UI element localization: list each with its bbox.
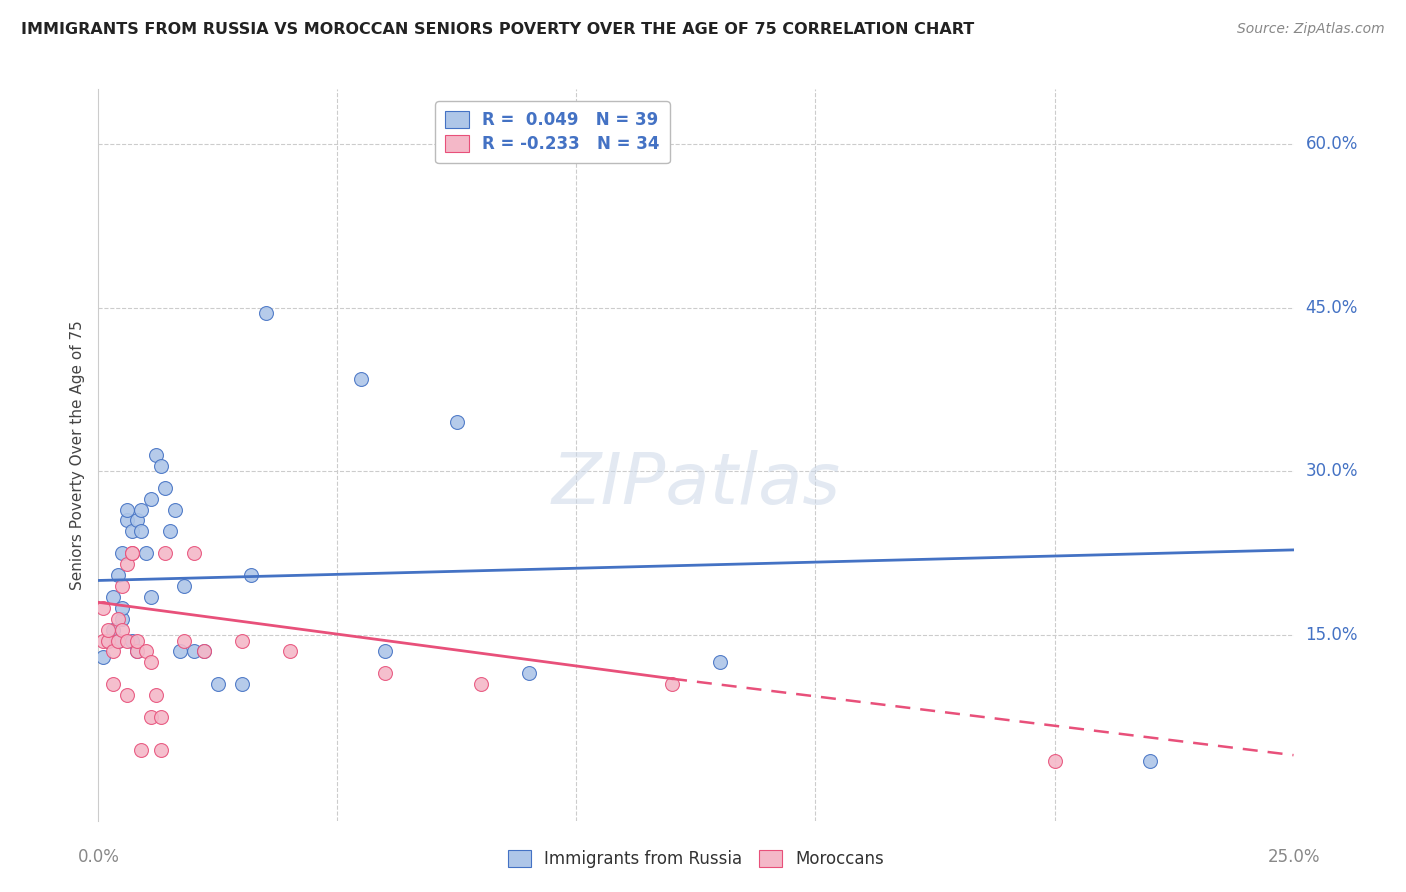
- Point: [91, 633, 114, 648]
- Point: [517, 666, 540, 681]
- Point: [1139, 754, 1161, 768]
- Point: [101, 623, 124, 637]
- Point: [107, 568, 129, 582]
- Point: [107, 633, 129, 648]
- Point: [139, 656, 162, 670]
- Point: [121, 546, 143, 560]
- Text: ZIPatlas: ZIPatlas: [551, 450, 841, 518]
- Point: [115, 502, 138, 516]
- Point: [111, 612, 134, 626]
- Point: [101, 677, 124, 691]
- Point: [125, 644, 148, 658]
- Point: [121, 633, 143, 648]
- Point: [131, 524, 153, 539]
- Point: [111, 579, 134, 593]
- Point: [240, 568, 263, 582]
- Point: [278, 644, 301, 658]
- Point: [155, 481, 177, 495]
- Point: [374, 666, 396, 681]
- Point: [121, 524, 143, 539]
- Y-axis label: Seniors Poverty Over the Age of 75: Seniors Poverty Over the Age of 75: [69, 320, 84, 590]
- Text: 0.0%: 0.0%: [77, 848, 120, 866]
- Point: [145, 688, 167, 702]
- Point: [173, 579, 195, 593]
- Point: [115, 633, 138, 648]
- Point: [350, 371, 373, 385]
- Point: [193, 644, 215, 658]
- Point: [193, 644, 215, 658]
- Point: [131, 502, 153, 516]
- Point: [125, 633, 148, 648]
- Text: 15.0%: 15.0%: [1305, 626, 1358, 644]
- Point: [155, 546, 177, 560]
- Point: [231, 677, 253, 691]
- Point: [121, 546, 143, 560]
- Point: [207, 677, 229, 691]
- Point: [149, 742, 172, 756]
- Point: [101, 644, 124, 658]
- Point: [149, 458, 172, 473]
- Text: 25.0%: 25.0%: [1267, 848, 1320, 866]
- Point: [135, 644, 157, 658]
- Point: [97, 633, 120, 648]
- Point: [97, 633, 120, 648]
- Text: 30.0%: 30.0%: [1305, 462, 1358, 480]
- Point: [139, 710, 162, 724]
- Point: [125, 513, 148, 527]
- Point: [107, 612, 129, 626]
- Point: [115, 557, 138, 571]
- Point: [159, 524, 181, 539]
- Point: [709, 656, 731, 670]
- Point: [125, 644, 148, 658]
- Point: [91, 600, 114, 615]
- Point: [107, 633, 129, 648]
- Point: [131, 742, 153, 756]
- Point: [446, 415, 468, 429]
- Legend: Immigrants from Russia, Moroccans: Immigrants from Russia, Moroccans: [498, 840, 894, 878]
- Point: [111, 600, 134, 615]
- Text: 45.0%: 45.0%: [1305, 299, 1358, 317]
- Point: [149, 710, 172, 724]
- Text: IMMIGRANTS FROM RUSSIA VS MOROCCAN SENIORS POVERTY OVER THE AGE OF 75 CORRELATIO: IMMIGRANTS FROM RUSSIA VS MOROCCAN SENIO…: [21, 22, 974, 37]
- Point: [111, 623, 134, 637]
- Point: [101, 590, 124, 604]
- Point: [1043, 754, 1066, 768]
- Point: [173, 633, 195, 648]
- Text: 60.0%: 60.0%: [1305, 135, 1358, 153]
- Point: [169, 644, 191, 658]
- Point: [183, 644, 205, 658]
- Point: [374, 644, 396, 658]
- Point: [91, 649, 114, 664]
- Point: [163, 502, 186, 516]
- Point: [470, 677, 492, 691]
- Point: [231, 633, 253, 648]
- Text: Source: ZipAtlas.com: Source: ZipAtlas.com: [1237, 22, 1385, 37]
- Point: [254, 306, 277, 320]
- Point: [115, 688, 138, 702]
- Point: [183, 546, 205, 560]
- Point: [115, 513, 138, 527]
- Point: [135, 546, 157, 560]
- Point: [145, 448, 167, 462]
- Point: [661, 677, 683, 691]
- Point: [139, 590, 162, 604]
- Point: [139, 491, 162, 506]
- Point: [97, 623, 120, 637]
- Point: [111, 546, 134, 560]
